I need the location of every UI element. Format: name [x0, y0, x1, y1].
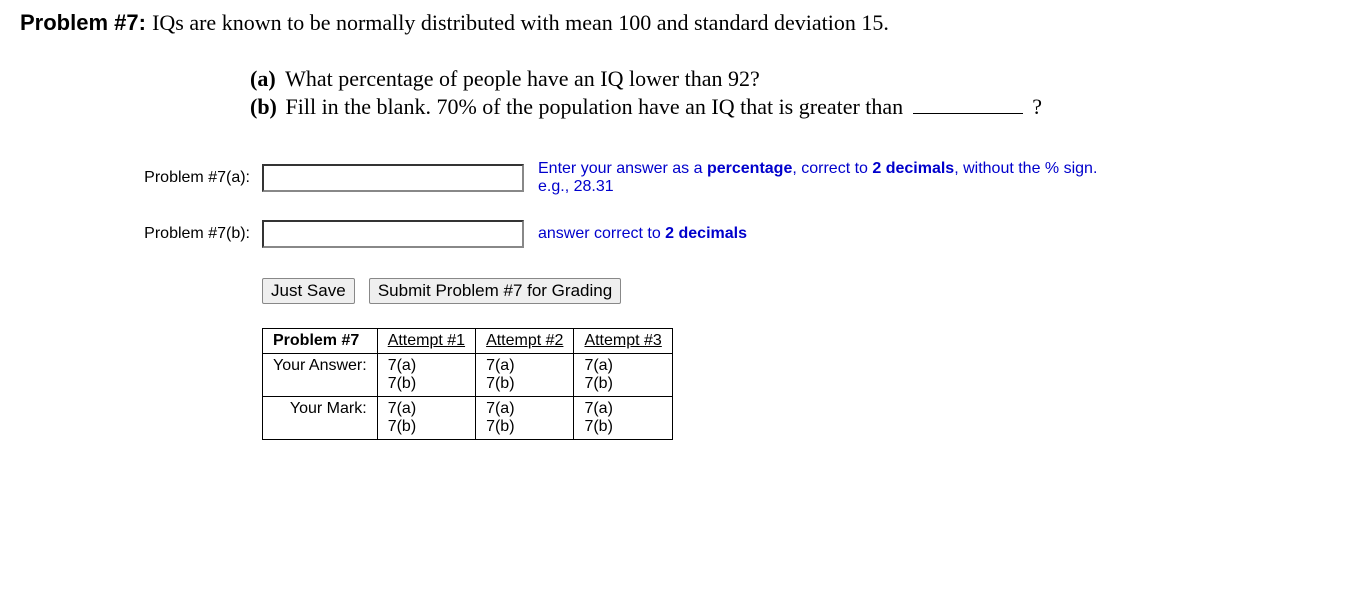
part-b-text-before: Fill in the blank. 70% of the population…	[286, 94, 904, 119]
attempt-3-header: Attempt #3	[574, 329, 672, 354]
answer-b-hint: answer correct to 2 decimals	[538, 225, 747, 243]
answer-attempt-3: 7(a)7(b)	[574, 354, 672, 397]
cell-part-a: 7(a)	[486, 400, 563, 418]
answer-attempt-2: 7(a)7(b)	[476, 354, 574, 397]
part-b-text-after: ?	[1032, 94, 1042, 119]
cell-part-b: 7(b)	[388, 418, 465, 436]
your-mark-label: Your Mark:	[263, 397, 378, 440]
mark-attempt-3: 7(a)7(b)	[574, 397, 672, 440]
cell-part-a: 7(a)	[388, 357, 465, 375]
part-b-letter: (b)	[250, 94, 280, 120]
attempt-2-header: Attempt #2	[476, 329, 574, 354]
answer-a-hint: Enter your answer as a percentage, corre…	[538, 160, 1118, 196]
cell-part-b: 7(b)	[584, 418, 661, 436]
part-a: (a) What percentage of people have an IQ…	[250, 66, 1339, 92]
part-a-text: What percentage of people have an IQ low…	[285, 66, 760, 91]
problem-parts: (a) What percentage of people have an IQ…	[250, 66, 1339, 120]
hint-a-mid: , correct to	[792, 160, 872, 177]
hint-b-bold: 2 decimals	[665, 225, 747, 242]
cell-part-b: 7(b)	[584, 375, 661, 393]
answer-b-label: Problem #7(b):	[20, 225, 262, 243]
cell-part-a: 7(a)	[388, 400, 465, 418]
cell-part-b: 7(b)	[486, 375, 563, 393]
answer-a-input[interactable]	[262, 164, 524, 192]
part-a-letter: (a)	[250, 66, 280, 92]
just-save-button[interactable]: Just Save	[262, 278, 355, 304]
cell-part-a: 7(a)	[584, 400, 661, 418]
submit-button[interactable]: Submit Problem #7 for Grading	[369, 278, 621, 304]
problem-number-label: Problem #7:	[20, 10, 146, 35]
cell-part-b: 7(b)	[388, 375, 465, 393]
cell-part-b: 7(b)	[486, 418, 563, 436]
hint-a-pre: Enter your answer as a	[538, 160, 707, 177]
part-b: (b) Fill in the blank. 70% of the popula…	[250, 94, 1339, 120]
fill-in-blank	[913, 113, 1023, 114]
problem-statement: IQs are known to be normally distributed…	[152, 10, 889, 35]
table-header-row: Problem #7 Attempt #1 Attempt #2 Attempt…	[263, 329, 673, 354]
answer-row-a: Problem #7(a): Enter your answer as a pe…	[20, 160, 1339, 196]
attempts-table: Problem #7 Attempt #1 Attempt #2 Attempt…	[262, 328, 673, 440]
cell-part-a: 7(a)	[486, 357, 563, 375]
attempt-1-header: Attempt #1	[377, 329, 475, 354]
table-row: Your Answer: 7(a)7(b) 7(a)7(b) 7(a)7(b)	[263, 354, 673, 397]
cell-part-a: 7(a)	[584, 357, 661, 375]
table-corner: Problem #7	[263, 329, 378, 354]
answer-attempt-1: 7(a)7(b)	[377, 354, 475, 397]
hint-a-bold2: 2 decimals	[872, 160, 954, 177]
hint-a-bold1: percentage	[707, 160, 792, 177]
answer-b-input[interactable]	[262, 220, 524, 248]
mark-attempt-2: 7(a)7(b)	[476, 397, 574, 440]
buttons-row: Just Save Submit Problem #7 for Grading	[262, 278, 1339, 304]
hint-b-pre: answer correct to	[538, 225, 665, 242]
problem-header: Problem #7: IQs are known to be normally…	[20, 10, 1339, 36]
table-row: Your Mark: 7(a)7(b) 7(a)7(b) 7(a)7(b)	[263, 397, 673, 440]
your-answer-label: Your Answer:	[263, 354, 378, 397]
answer-a-label: Problem #7(a):	[20, 169, 262, 187]
mark-attempt-1: 7(a)7(b)	[377, 397, 475, 440]
answer-row-b: Problem #7(b): answer correct to 2 decim…	[20, 220, 1339, 248]
